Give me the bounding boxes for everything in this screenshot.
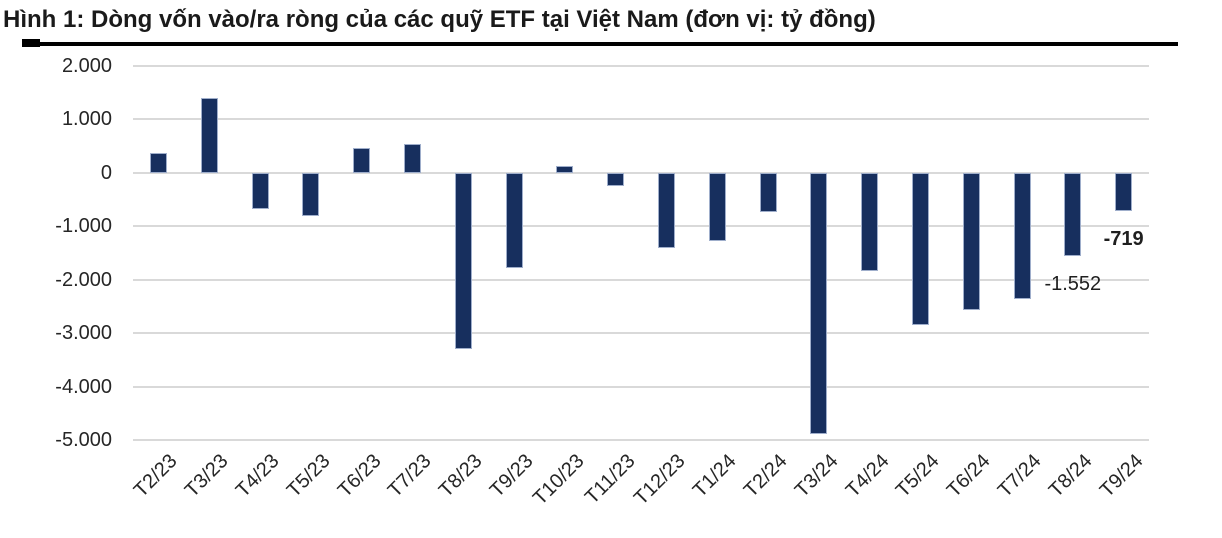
bar (505, 172, 523, 268)
bar (861, 172, 879, 272)
bar (962, 172, 980, 311)
bar (454, 172, 472, 350)
bar (708, 172, 726, 241)
y-tick-label: -3.000 (55, 322, 112, 345)
bar (1013, 172, 1031, 300)
y-tick-label: -2.000 (55, 268, 112, 291)
y-tick-label: -4.000 (55, 375, 112, 398)
bar (759, 172, 777, 212)
bar (556, 165, 574, 173)
bar (810, 172, 828, 434)
data-label: -719 (1103, 228, 1144, 251)
bar (403, 144, 421, 173)
y-tick-label: 1.000 (61, 108, 112, 131)
bar (607, 172, 625, 186)
bar (1115, 172, 1133, 212)
y-tick-label: 2.000 (61, 55, 112, 77)
title-underline (22, 42, 1178, 46)
bar (911, 172, 929, 326)
bar (302, 172, 320, 217)
gridline (133, 278, 1149, 281)
gridline (133, 332, 1149, 335)
gridline (133, 171, 1149, 174)
bar (251, 172, 269, 209)
y-tick-label: -1.000 (55, 215, 112, 238)
bar (200, 98, 218, 173)
gridline (133, 385, 1149, 388)
y-tick-label: -5.000 (55, 429, 112, 451)
data-label: -1.552 (1044, 272, 1102, 295)
bar (657, 172, 675, 248)
bar (149, 152, 167, 173)
bar (353, 148, 371, 173)
gridline (133, 118, 1149, 121)
gridline (133, 225, 1149, 228)
gridline (133, 65, 1149, 67)
figure-title: Hình 1: Dòng vốn vào/ra ròng của các quỹ… (3, 6, 876, 33)
gridline (133, 439, 1149, 441)
y-tick-label: 0 (100, 161, 112, 184)
bar (1064, 172, 1082, 256)
